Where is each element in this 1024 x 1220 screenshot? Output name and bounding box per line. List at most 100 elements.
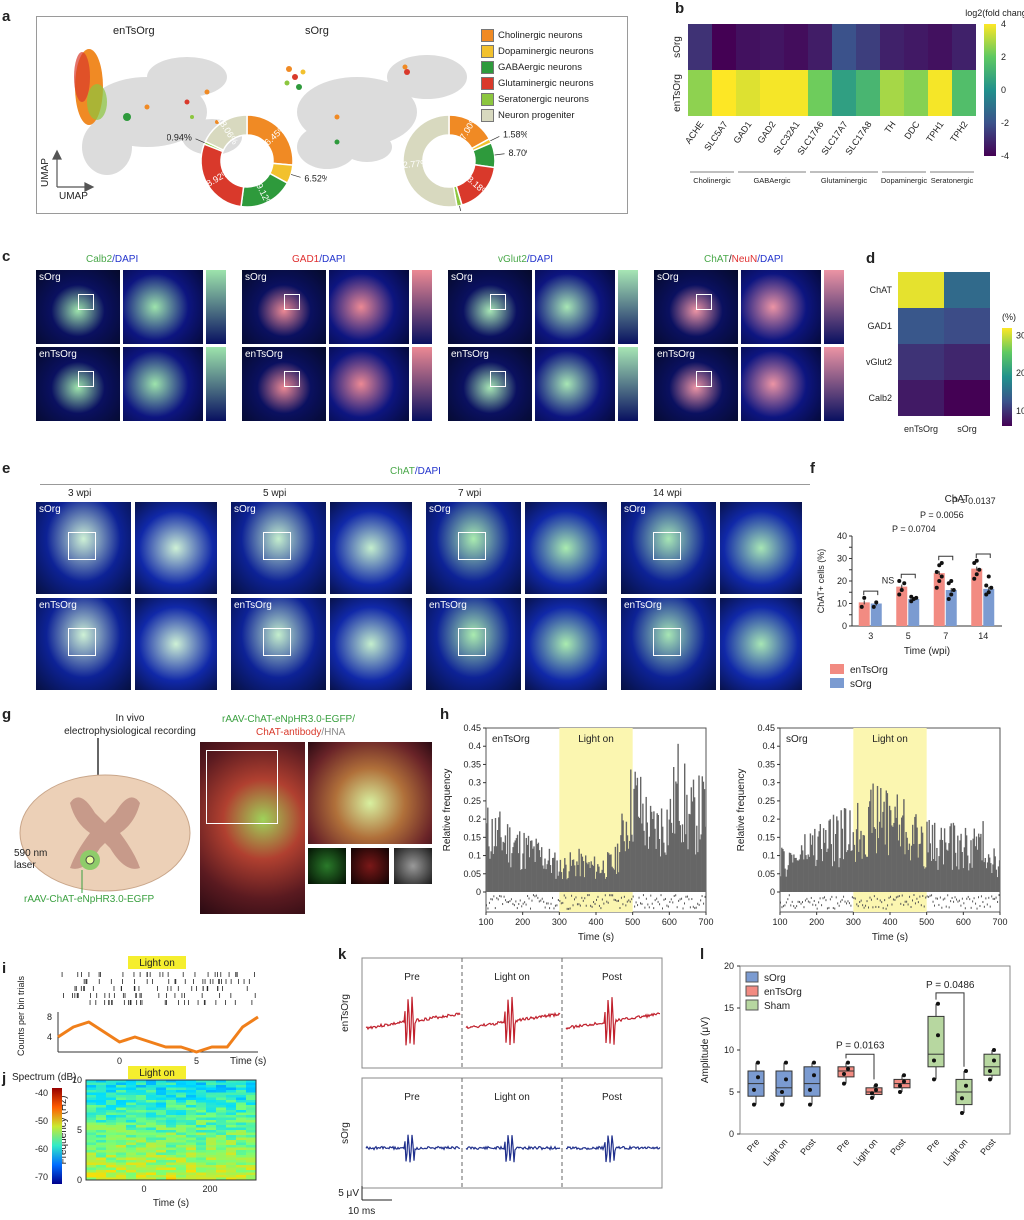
spectrum-cell xyxy=(226,1172,237,1176)
spectrum-cell xyxy=(116,1122,127,1126)
raster-tick xyxy=(512,902,514,905)
spectrum-cell xyxy=(156,1120,167,1123)
micrograph-grey xyxy=(394,848,432,884)
raster-tick xyxy=(503,895,505,898)
raster-tick xyxy=(967,895,969,898)
raster-tick xyxy=(619,906,621,909)
spectrum-cell xyxy=(176,1095,187,1098)
freq-bar xyxy=(621,813,623,892)
raster-tick xyxy=(656,897,658,900)
box xyxy=(983,1053,1001,1076)
spectrum-cell xyxy=(116,1145,127,1148)
raster-tick xyxy=(826,907,828,910)
spectrum-cell xyxy=(186,1170,197,1173)
spectrum-cell xyxy=(106,1167,117,1171)
micrograph: enTsOrg xyxy=(621,598,716,690)
spectrum-cell xyxy=(236,1152,247,1156)
spectrum-cell xyxy=(206,1155,217,1158)
legend-label: Glutaminergic neurons xyxy=(498,78,594,89)
heatmap-row-label: sOrg xyxy=(672,36,683,58)
spectrum-cell xyxy=(156,1117,167,1121)
freq-bar xyxy=(679,825,681,892)
x-tick-label: 3 xyxy=(868,631,873,641)
raster-tick xyxy=(832,907,834,910)
raster-tick xyxy=(626,900,628,903)
spectrum-cell xyxy=(206,1140,217,1143)
freq-bar xyxy=(956,866,958,892)
spectrum-cell xyxy=(186,1172,197,1176)
spectrum-cell xyxy=(216,1142,227,1146)
spectrum-cell xyxy=(206,1117,217,1121)
freq-bar xyxy=(906,837,908,892)
spectrum-cell xyxy=(176,1170,187,1173)
caption-grey: /HNA xyxy=(321,727,346,738)
freq-bar xyxy=(940,827,942,892)
raster-tick xyxy=(557,899,559,902)
raster-tick xyxy=(841,898,843,901)
spectrum-cell xyxy=(116,1080,127,1083)
raster-tick xyxy=(585,904,587,907)
heatmap-cell xyxy=(712,24,736,70)
legend-label: GABAergic neurons xyxy=(498,62,582,73)
freq-bar xyxy=(528,857,531,892)
freq-bar xyxy=(691,801,694,892)
raster-tick xyxy=(847,900,849,903)
spectrum-cell xyxy=(226,1120,237,1123)
spectrum-cell xyxy=(146,1085,157,1088)
spectrum-cell xyxy=(86,1177,97,1181)
x-tick-label: 700 xyxy=(698,917,713,927)
freq-bar xyxy=(989,857,991,892)
raster-tick xyxy=(796,905,798,908)
umap-right-points xyxy=(284,64,410,145)
freq-bar xyxy=(945,842,947,892)
spectrum-cell xyxy=(126,1172,137,1176)
spectrum-cell xyxy=(226,1170,237,1173)
raster-tick xyxy=(588,894,590,897)
y-tick-label: 0 xyxy=(770,887,775,897)
raster-tick xyxy=(662,907,663,910)
spectrum-cell xyxy=(186,1127,197,1131)
scale-label-x: 10 ms xyxy=(348,1206,375,1217)
freq-bar xyxy=(831,866,834,892)
freq-bar xyxy=(530,840,532,892)
spectrum-cell xyxy=(106,1100,117,1103)
freq-bar xyxy=(960,833,962,892)
donut-slice xyxy=(402,114,458,208)
raster-tick xyxy=(941,906,943,909)
raster-tick xyxy=(979,905,981,908)
micrograph-zoom xyxy=(741,270,821,344)
panel-g-schematic: In vivo electrophysiological recording 5… xyxy=(10,708,200,918)
raster-tick xyxy=(917,901,919,904)
freq-bar xyxy=(646,822,648,892)
spectrum-cell xyxy=(196,1160,207,1163)
spectrum-cell xyxy=(146,1135,157,1138)
raster-tick xyxy=(838,904,840,907)
freq-bar xyxy=(592,865,595,892)
raster-tick xyxy=(684,902,685,905)
raster-tick xyxy=(956,898,957,901)
spectrum-cell xyxy=(86,1162,97,1166)
freq-bar xyxy=(589,868,591,892)
spectrum-cell xyxy=(116,1082,127,1086)
freq-bar xyxy=(827,848,829,892)
spectrum-cell xyxy=(116,1162,127,1166)
x-axis-label: Time (s) xyxy=(153,1198,189,1209)
spectrum-cell xyxy=(176,1155,187,1158)
raster-tick xyxy=(875,905,877,908)
spectrum-cell xyxy=(156,1097,167,1101)
spectrum-cell xyxy=(196,1152,207,1156)
raster-tick xyxy=(909,895,911,898)
legend-swatch xyxy=(745,971,759,983)
raster-tick xyxy=(929,894,931,897)
micrograph-zoom xyxy=(135,502,217,594)
spectrum-cell xyxy=(206,1162,217,1166)
legend-swatch xyxy=(745,999,759,1011)
freq-bar xyxy=(618,872,620,892)
spectrum-cell xyxy=(226,1100,237,1103)
inset-box xyxy=(490,294,506,310)
spectrum-cell xyxy=(156,1090,167,1093)
x-tick-label: Pre xyxy=(925,1137,942,1154)
spectrum-cell xyxy=(206,1167,217,1171)
freq-bar xyxy=(560,872,563,892)
raster-tick xyxy=(938,903,940,906)
